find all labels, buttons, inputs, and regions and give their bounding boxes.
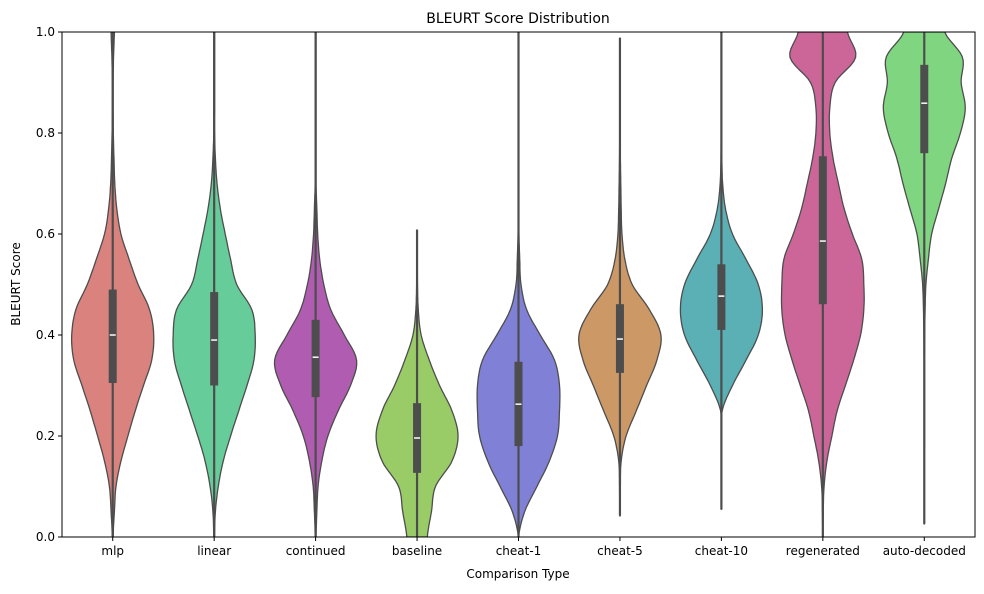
iqr-box-linear (210, 292, 219, 386)
y-tick-label: 0.4 (36, 328, 55, 342)
iqr-box-cheat-10 (717, 264, 726, 330)
y-tick-label: 0.2 (36, 429, 55, 443)
y-tick-label: 0.0 (36, 530, 55, 544)
x-tick-label: mlp (101, 544, 124, 558)
iqr-box-continued (311, 319, 320, 398)
x-tick-label: auto-decoded (883, 544, 966, 558)
iqr-box-auto-decoded (920, 64, 929, 154)
x-axis-label: Comparison Type (466, 567, 569, 581)
y-tick-label: 0.6 (36, 227, 55, 241)
x-tick-label: cheat-1 (496, 544, 542, 558)
x-tick-label: continued (286, 544, 346, 558)
y-axis-label: BLEURT Score (9, 242, 23, 326)
x-tick-label: linear (197, 544, 231, 558)
y-tick-label: 0.8 (36, 126, 55, 140)
x-tick-label: baseline (392, 544, 442, 558)
iqr-box-mlp (108, 289, 117, 383)
chart-title: BLEURT Score Distribution (426, 11, 610, 27)
x-tick-label: cheat-10 (695, 544, 748, 558)
plot-frame (61, 31, 976, 538)
x-tick-label: regenerated (786, 544, 860, 558)
y-tick-label: 1.0 (36, 25, 55, 39)
iqr-box-regenerated (818, 156, 827, 305)
x-tick-label: cheat-5 (597, 544, 643, 558)
